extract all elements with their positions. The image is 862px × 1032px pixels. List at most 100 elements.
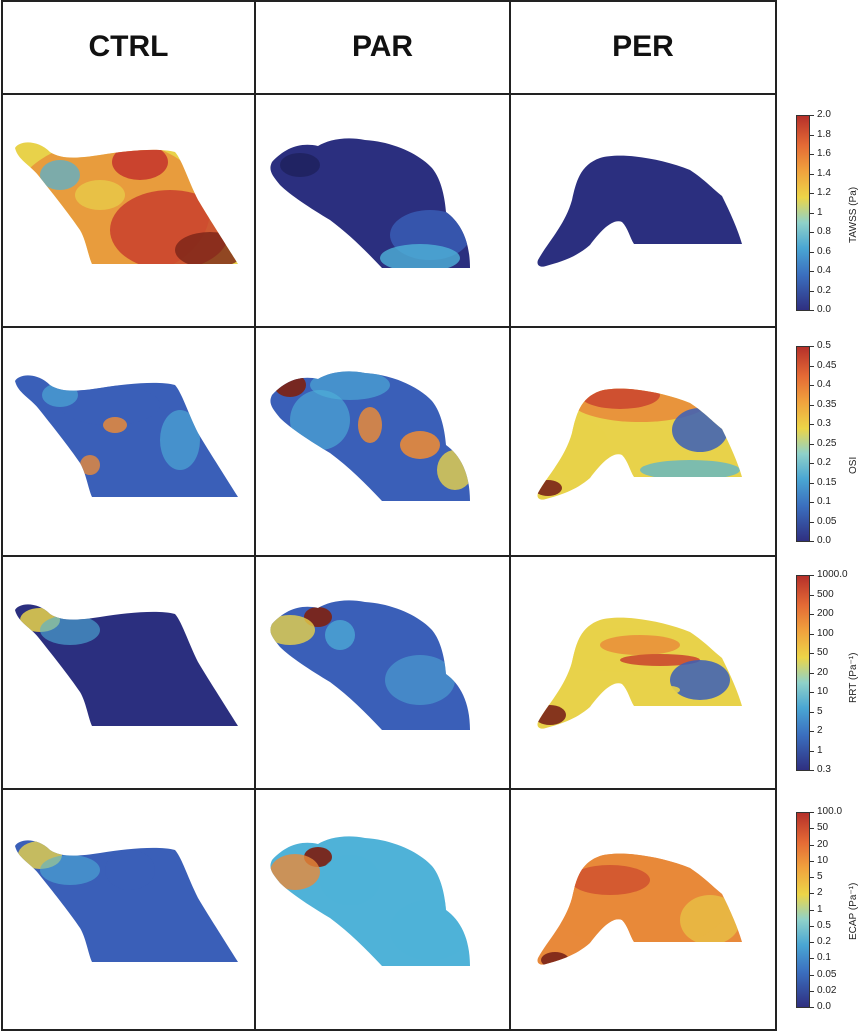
colorbar-tick	[810, 910, 814, 911]
colorbar-tick	[810, 366, 814, 367]
vessel-surface-tawss-per	[537, 155, 742, 267]
colorbar-tick-label: 0.25	[817, 438, 837, 449]
panel-ecap-per	[537, 853, 742, 965]
colorbar-tick	[810, 291, 814, 292]
colorbar-tick	[810, 877, 814, 878]
colorbar-tick	[810, 522, 814, 523]
color-region	[660, 686, 680, 694]
colorbar-tick-label: 100	[817, 628, 834, 639]
colorbar-tick-label: 10	[817, 686, 829, 697]
colorbar-tick	[810, 991, 814, 992]
colorbar-tick-label: 1.6	[817, 148, 831, 159]
figure-grid: CTRL PAR PER	[1, 0, 777, 1031]
colorbar-tick-label: 1	[817, 207, 823, 218]
panel-osi-ctrl	[15, 375, 238, 497]
panel-ecap-par	[270, 836, 470, 966]
vessel-surface-tawss-par	[270, 138, 470, 268]
vessel-surface-osi-per	[537, 388, 742, 500]
colorbar-tick-label: 50	[817, 822, 829, 833]
colorbar-title: ECAP (Pa⁻¹)	[848, 882, 859, 940]
panel-osi-per	[537, 388, 742, 500]
colorbar-tick	[810, 595, 814, 596]
colorbar-tick	[810, 310, 814, 311]
colorbar-tick-label: 0.3	[817, 764, 831, 775]
colorbar-tick	[810, 405, 814, 406]
colorbar-tick	[810, 893, 814, 894]
color-region	[112, 144, 168, 180]
colorbar-tick	[810, 174, 814, 175]
colorbar-tick-label: 0.5	[817, 920, 831, 931]
vessel-surface-rrt-par	[270, 600, 470, 730]
color-region	[270, 854, 320, 890]
color-region	[385, 655, 455, 705]
colorbar-tick	[810, 731, 814, 732]
colorbar-tick	[810, 483, 814, 484]
colorbar-tick	[810, 942, 814, 943]
colorbar-tick	[810, 502, 814, 503]
colorbar-tick	[810, 193, 814, 194]
colorbar-tick-label: 10	[817, 855, 829, 866]
colorbar-tick-label: 0.3	[817, 418, 831, 429]
colorbar-tick	[810, 751, 814, 752]
grid-lines	[1, 0, 777, 1031]
color-region	[600, 635, 680, 655]
color-region	[40, 615, 100, 645]
colorbar-4: 100.0 50 20 10 5 2 1 0.5 0.2 0.1 0.05 0.02 0.0 ECAP (…	[790, 807, 862, 1012]
colorbar-tick	[810, 115, 814, 116]
panel-tawss-per	[537, 155, 742, 267]
colorbar-tick-label: 0.1	[817, 496, 831, 507]
colorbar-tick-label: 1	[817, 904, 823, 915]
colorbar-tick	[810, 541, 814, 542]
colorbar-tick-label: 0.45	[817, 360, 837, 371]
colorbar-tick	[810, 346, 814, 347]
colorbar-tick-label: 0.5	[817, 340, 831, 351]
colorbar-tick-label: 5	[817, 871, 823, 882]
colorbar-tick	[810, 213, 814, 214]
colorbar-tick	[810, 975, 814, 976]
panel-ecap-ctrl	[15, 840, 238, 962]
colorbar-tick	[810, 154, 814, 155]
color-region	[390, 900, 470, 960]
colorbar-tick	[810, 135, 814, 136]
colorbar-tick	[810, 958, 814, 959]
colorbar-1: 2.0 1.8 1.6 1.4 1.2 1 0.8 0.6 0.4 0.2 0.0 TAWSS (Pa…	[790, 110, 862, 315]
colorbar-tick	[810, 385, 814, 386]
colorbar-tick	[810, 634, 814, 635]
colorbar-tick-label: 0.1	[817, 952, 831, 963]
color-region	[400, 431, 440, 459]
colorbar-tick	[810, 845, 814, 846]
colorbar-tick	[810, 271, 814, 272]
panel-rrt-per	[537, 617, 742, 729]
colorbar-tick-label: 0.05	[817, 969, 837, 980]
colorbar-3: 1000.0 500 200 100 50 20 10 5 2 1 0.3 RRT (Pa⁻¹)	[790, 570, 862, 775]
vessel-surface-rrt-per	[537, 617, 742, 729]
colorbar-tick	[810, 444, 814, 445]
color-region	[270, 615, 315, 645]
colorbar-tick-label: 0.05	[817, 516, 837, 527]
color-region	[105, 850, 155, 890]
colorbar-tick	[810, 463, 814, 464]
color-region	[620, 654, 700, 666]
colorbar-tick-label: 2	[817, 887, 823, 898]
panel-rrt-par	[270, 600, 470, 730]
colorbar-tick-label: 1000.0	[817, 569, 848, 580]
colorbar-tick	[810, 673, 814, 674]
colorbar-tick-label: 2	[817, 725, 823, 736]
color-region	[40, 855, 100, 885]
colorbar-tick-label: 5	[817, 706, 823, 717]
colorbar-tick-label: 0.2	[817, 285, 831, 296]
colorbar-tick	[810, 614, 814, 615]
colorbar-tick-label: 0.2	[817, 457, 831, 468]
vessel-surface-osi-par	[270, 371, 470, 501]
color-region	[680, 895, 740, 945]
colorbar-tick-label: 1	[817, 745, 823, 756]
colorbar-tick-label: 0.15	[817, 477, 837, 488]
column-header-per: PER	[612, 30, 674, 63]
color-region	[290, 390, 350, 450]
colorbar-tick	[810, 575, 814, 576]
vessel-surface-osi-ctrl	[15, 375, 238, 497]
color-region	[380, 244, 460, 268]
colorbar-tick	[810, 232, 814, 233]
colorbar-tick-label: 50	[817, 647, 829, 658]
colorbar-title: OSI	[848, 456, 859, 474]
